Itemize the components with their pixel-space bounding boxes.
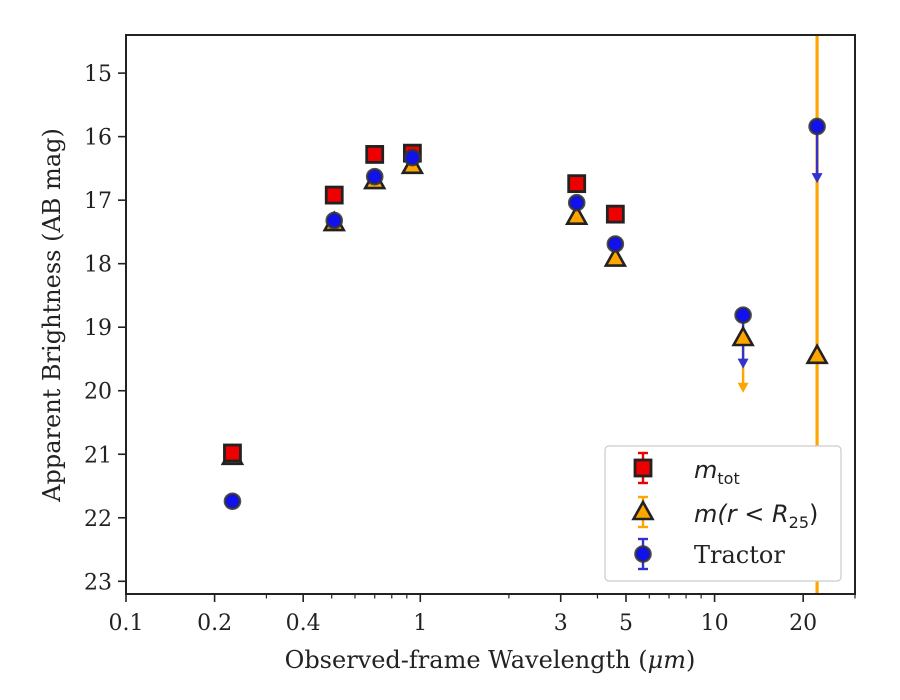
marker-m-r25: [731, 325, 755, 347]
marker-m-r25: [603, 245, 628, 267]
y-tick-label: 19: [84, 316, 112, 341]
marker-mtot: [365, 145, 385, 164]
marker-tractor: [808, 117, 826, 136]
y-tick-label: 23: [84, 570, 112, 595]
marker-mtot: [567, 174, 587, 194]
y-tick-label: 16: [84, 126, 112, 151]
marker-tractor: [365, 167, 384, 186]
marker-tractor: [223, 492, 242, 511]
legend-label-mtot: mtot: [694, 456, 740, 488]
x-axis-title: Observed-frame Wavelength (μm): [285, 646, 696, 674]
marker-m-r25: [805, 343, 829, 365]
x-tick-label: 0.2: [197, 611, 232, 636]
x-tick-label: 20: [789, 611, 817, 636]
x-tick-label: 1: [413, 611, 427, 636]
marker-m-r25: [564, 204, 589, 225]
upper-limit-arrowhead: [811, 173, 823, 184]
x-tick-label: 0.1: [109, 611, 144, 636]
y-tick-label: 18: [84, 253, 112, 278]
legend-label-tractor: Tractor: [694, 541, 785, 569]
x-tick-label: 10: [701, 611, 729, 636]
marker-tractor: [734, 306, 752, 324]
y-tick-label: 17: [84, 189, 112, 214]
marker-mtot: [605, 204, 625, 224]
upper-limit-arrowhead: [737, 358, 749, 369]
x-axis: 0.1 0.2 0.4 1 3 5 10 20: [109, 594, 856, 636]
marker-tractor: [325, 211, 344, 230]
y-tick-label: 15: [84, 62, 112, 87]
marker-tractor: [567, 193, 586, 212]
y-tick-label: 21: [84, 443, 112, 468]
x-tick-label: 5: [619, 611, 633, 636]
y-axis: 15 16 17 18 19 20 21 22 23: [84, 62, 126, 595]
marker-mtot: [324, 185, 344, 205]
x-tick-label: 0.4: [286, 611, 321, 636]
legend: mtot m(r < R25) Tractor: [604, 445, 842, 582]
legend-box: [604, 445, 842, 582]
legend-label-m-r25: m(r < R25): [694, 500, 818, 532]
y-tick-label: 22: [84, 507, 112, 532]
legend-marker-mtot: [633, 458, 653, 478]
marker-tractor: [403, 148, 422, 167]
marker-tractor: [606, 235, 625, 253]
y-tick-label: 20: [84, 380, 112, 405]
x-tick-label: 3: [554, 611, 568, 636]
axes-frame: [125, 34, 856, 595]
legend-markers: [631, 451, 655, 571]
legend-marker-tractor: [634, 545, 652, 563]
marker-mtot: [223, 443, 242, 463]
plot-area: [220, 35, 829, 594]
legend-marker-m-r25: [631, 499, 655, 521]
y-axis-title: Apparent Brightness (AB mag): [38, 128, 66, 503]
upper-limit-arrowhead: [737, 382, 749, 393]
